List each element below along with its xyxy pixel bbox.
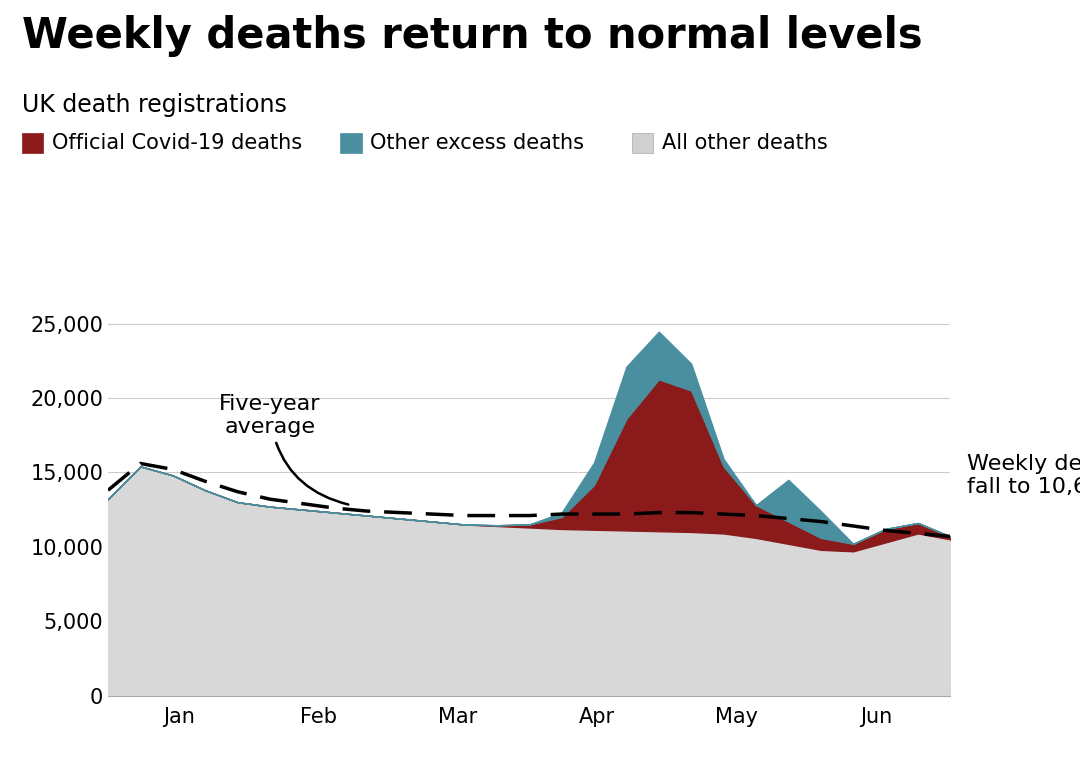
Text: Weekly deaths
fall to 10,681: Weekly deaths fall to 10,681 <box>967 454 1080 497</box>
Text: Five-year
average: Five-year average <box>219 394 348 505</box>
Text: Other excess deaths: Other excess deaths <box>370 133 584 153</box>
Text: UK death registrations: UK death registrations <box>22 93 286 117</box>
Text: All other deaths: All other deaths <box>662 133 827 153</box>
Text: Official Covid-19 deaths: Official Covid-19 deaths <box>52 133 302 153</box>
Text: Weekly deaths return to normal levels: Weekly deaths return to normal levels <box>22 15 922 57</box>
